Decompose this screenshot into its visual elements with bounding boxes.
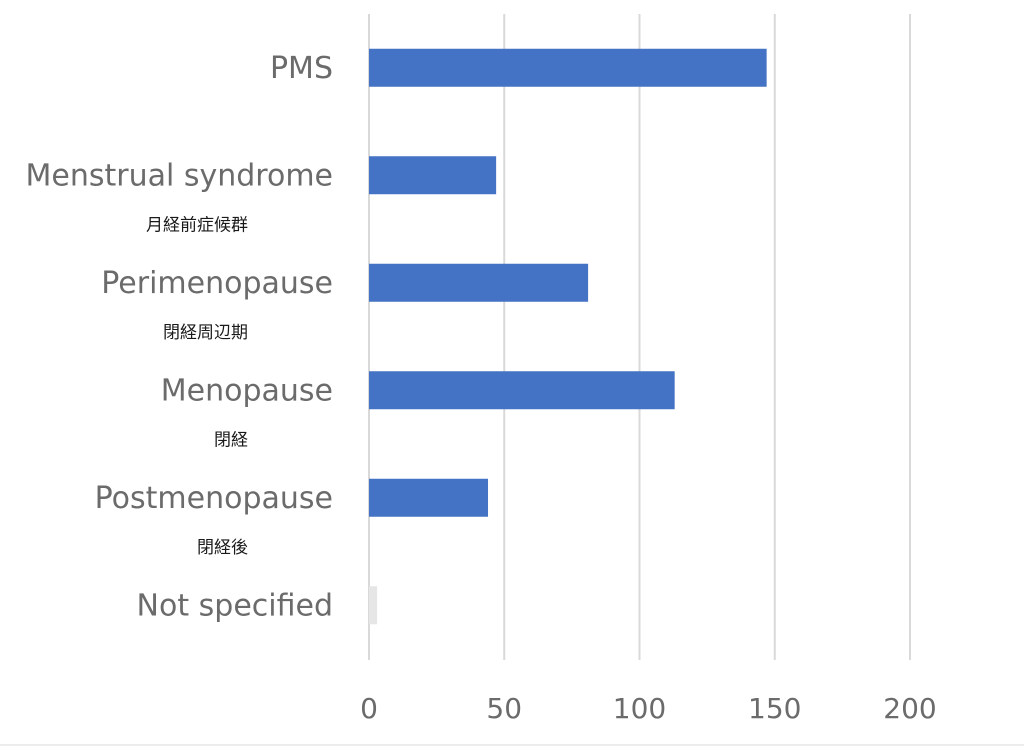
category-sublabel: 月経前症候群 [146, 215, 248, 235]
x-tick-label: 200 [883, 692, 936, 725]
gridlines [368, 14, 911, 660]
bar [369, 478, 489, 517]
category-label: Perimenopause [101, 266, 333, 301]
x-tick-label: 100 [613, 692, 666, 725]
category-labels: PMS Menstrual syndrome 月経前症候群 Perimenopause… [26, 51, 334, 624]
x-axis-ticks: 0 50 100 150 200 [360, 692, 937, 725]
category-sublabel: 閉経周辺期 [163, 323, 248, 343]
bar [369, 263, 589, 302]
bar [369, 156, 497, 195]
bars [369, 48, 767, 625]
bar [369, 586, 378, 625]
category-sublabel: 閉経 [214, 430, 248, 450]
x-tick-label: 50 [486, 692, 522, 725]
category-label: Not specified [137, 588, 333, 623]
category-label: Postmenopause [95, 481, 333, 516]
category-label: Menopause [161, 373, 333, 408]
category-label: PMS [270, 51, 333, 86]
x-tick-label: 150 [748, 692, 801, 725]
bar [369, 371, 675, 410]
category-sublabel: 閉経後 [197, 538, 248, 558]
category-label: Menstrual syndrome [26, 158, 334, 193]
bar [369, 48, 767, 87]
x-tick-label: 0 [360, 692, 378, 725]
